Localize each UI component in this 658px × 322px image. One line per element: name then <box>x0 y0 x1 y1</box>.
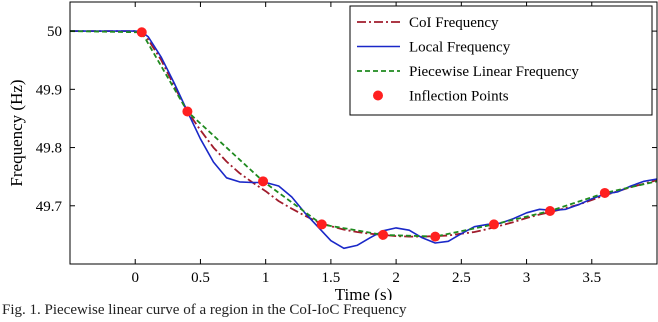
plot-area <box>70 27 657 250</box>
inflection-point-marker <box>599 187 610 198</box>
inflection-point-marker <box>430 231 441 242</box>
inflection-point-marker <box>136 27 147 38</box>
x-tick-label: 0.5 <box>191 270 210 286</box>
legend-marker <box>373 90 383 101</box>
inflection-point-marker <box>378 229 389 240</box>
inflection-point-marker <box>258 176 269 187</box>
x-tick-label: 0 <box>131 270 139 286</box>
x-tick-label: 3.5 <box>582 270 601 286</box>
y-tick-label: 49.9 <box>36 82 62 98</box>
y-tick-label: 49.8 <box>36 141 62 157</box>
axes-box <box>69 1 658 265</box>
inflection-point-marker <box>316 219 327 230</box>
inflection-point-marker <box>488 219 499 230</box>
y-tick-label: 50 <box>47 24 62 40</box>
legend-entry-label: CoI Frequency <box>409 15 499 31</box>
legend-entry-label: Piecewise Linear Frequency <box>409 64 579 80</box>
legend-entry-label: Local Frequency <box>409 40 511 56</box>
frequency-chart: 0 0.5 1 1.5 2 2.5 3 3.5 49.7 49.8 49.9 50 CoI Frequ… <box>7 1 658 300</box>
figure-caption: Fig. 1. Piecewise linear curve of a regi… <box>2 302 407 318</box>
x-axis-label: Time (s) <box>335 285 392 300</box>
x-tick-label: 2 <box>392 270 400 286</box>
axes: 0 0.5 1 1.5 2 2.5 3 3.5 49.7 49.8 49.9 50 <box>36 1 658 286</box>
legend: CoI Frequency Local Frequency Piecewise Li… <box>349 5 653 116</box>
legend-entry-label: Inflection Points <box>409 89 509 105</box>
inflection-point-marker <box>545 206 556 217</box>
y-axis-label: Frequency (Hz) <box>7 79 26 186</box>
x-tick-label: 1.5 <box>322 270 341 286</box>
y-tick-label: 49.7 <box>36 199 63 215</box>
inflection-point-marker <box>182 106 193 117</box>
legend-box <box>349 5 653 116</box>
x-tick-label: 2.5 <box>452 270 471 286</box>
x-tick-label: 3 <box>523 270 531 286</box>
x-tick-label: 1 <box>262 270 270 286</box>
